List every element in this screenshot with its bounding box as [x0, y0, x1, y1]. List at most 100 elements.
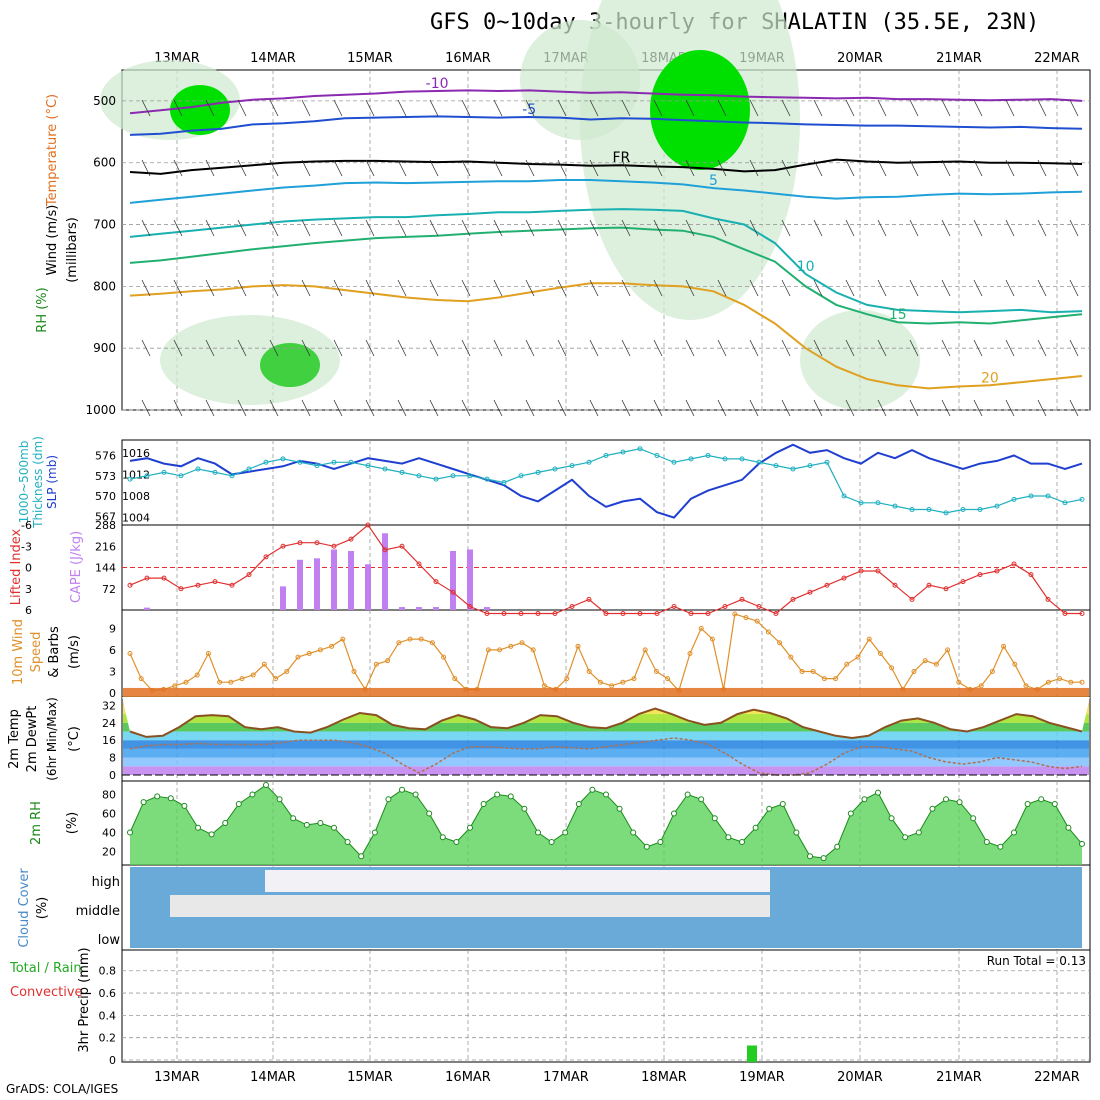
rh-point: [208, 831, 215, 838]
wind-barb: [237, 219, 247, 237]
precip-bar: [747, 1045, 757, 1062]
li-point: [637, 611, 643, 617]
wind-barb: [941, 399, 951, 417]
wind-barb: [525, 99, 535, 117]
wind-barb: [269, 99, 279, 117]
thickness-point: [892, 503, 898, 509]
wind-barb: [205, 159, 215, 177]
thickness-point: [178, 473, 184, 479]
wind-barb: [749, 399, 759, 417]
wind-barb: [621, 219, 631, 237]
wind-barb: [173, 99, 183, 117]
wind-barb: [493, 99, 503, 117]
wind-barb: [333, 399, 343, 417]
temp-line: [129, 707, 1083, 740]
rh-point: [548, 839, 555, 845]
wind-barb: [813, 159, 823, 177]
y-tick-li: 0: [25, 562, 32, 575]
wind-speed-point: [620, 679, 626, 685]
li-point: [535, 611, 541, 617]
wind-speed-point: [911, 668, 917, 674]
cape-bar: [280, 586, 286, 610]
wind-barb: [653, 279, 663, 297]
isotherm-line: [129, 282, 1083, 390]
rh-point: [1079, 840, 1085, 847]
wind-speed-point: [127, 651, 133, 656]
thickness-point: [756, 459, 762, 465]
li-point: [773, 611, 779, 617]
temp-band: [123, 757, 1089, 767]
panel-frame-rh: [121, 780, 1091, 866]
date-label-top: 17MAR: [543, 51, 589, 66]
ylabel-barbs: & Barbs: [47, 626, 62, 678]
wind-speed-point: [1068, 679, 1074, 685]
rh-point: [371, 829, 378, 836]
wind-barb: [205, 399, 215, 417]
rh-point: [303, 821, 310, 828]
isotherm-line: [129, 226, 1083, 325]
li-point: [756, 603, 762, 609]
wind-barb: [173, 399, 183, 417]
ylabel-temperature: Temperature (°C): [45, 94, 60, 207]
wind-speed-point: [597, 679, 603, 685]
wind-barb: [237, 279, 247, 297]
thickness-point: [688, 456, 694, 462]
ylabel-slp: SLP (mb): [45, 455, 59, 509]
wind-speed-point: [810, 668, 816, 674]
wind-barb: [685, 339, 695, 357]
wind-barb: [813, 219, 823, 237]
li-point: [1062, 611, 1068, 617]
wind-barb: [877, 159, 887, 177]
wind-speed-point: [1057, 676, 1063, 682]
date-label-top: 22MAR: [1034, 51, 1080, 66]
li-point: [875, 568, 881, 574]
wind-barb: [429, 99, 439, 117]
wind-barb: [301, 99, 311, 117]
wind-barb: [141, 339, 151, 357]
date-label-bottom: 22MAR: [1034, 1070, 1080, 1085]
thickness-point: [161, 469, 167, 475]
wind-barb: [301, 159, 311, 177]
rh-point: [439, 834, 446, 841]
wind-barb: [653, 219, 663, 237]
cape-bar: [467, 549, 473, 610]
wind-barb: [301, 339, 311, 357]
wind-speed-point: [441, 654, 447, 660]
wind-speed-point: [609, 683, 615, 689]
wind-speed-point: [1034, 686, 1040, 692]
rh-point: [766, 805, 773, 812]
wind-barb: [845, 219, 855, 237]
thickness-point: [535, 469, 541, 475]
thickness-point: [824, 459, 830, 465]
li-point: [688, 611, 694, 617]
date-label-top: 15MAR: [347, 51, 393, 66]
rh-point: [943, 796, 949, 803]
wind-speed-point: [978, 683, 984, 689]
cape-bar: [433, 607, 439, 610]
wind-barb: [845, 399, 855, 417]
ylabel-rh-unit: (%): [65, 812, 80, 835]
wind-speed-point: [754, 618, 760, 624]
li-point: [824, 582, 830, 588]
wind-barb: [685, 279, 695, 297]
wind-barb: [237, 159, 247, 177]
y-tick-upper: 500: [93, 94, 116, 108]
wind-speed-point: [788, 654, 794, 660]
thickness-point: [467, 473, 473, 479]
rh-point: [888, 815, 895, 822]
li-point: [1028, 572, 1034, 578]
li-point: [178, 586, 184, 592]
wind-barb: [653, 99, 663, 117]
ylabel-temp2m: 2m Temp: [7, 709, 22, 769]
wind-barb: [717, 339, 727, 357]
cape-bar: [416, 607, 422, 610]
li-point: [552, 611, 558, 617]
wind-barb: [141, 219, 151, 237]
thickness-point: [875, 500, 881, 506]
rh-point: [902, 834, 909, 841]
ylabel-wind-unit: (m/s): [67, 635, 82, 669]
thickness-point: [433, 476, 439, 482]
li-point: [280, 543, 286, 549]
wind-barb: [269, 219, 279, 237]
wind-barb: [461, 159, 471, 177]
